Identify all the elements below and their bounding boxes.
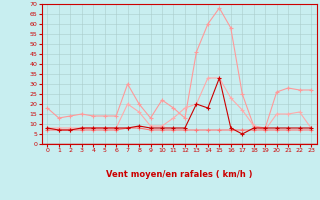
X-axis label: Vent moyen/en rafales ( km/h ): Vent moyen/en rafales ( km/h ) [106, 170, 252, 179]
